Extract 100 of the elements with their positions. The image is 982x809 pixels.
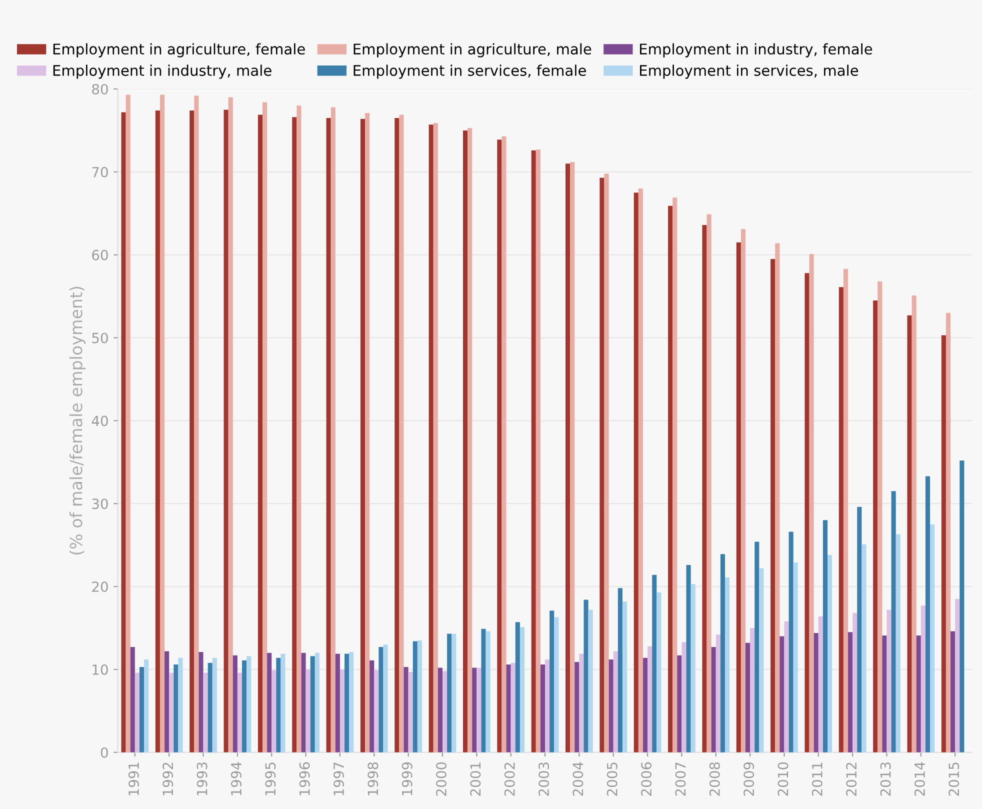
bar bbox=[404, 666, 408, 752]
bar bbox=[960, 460, 964, 752]
bar bbox=[711, 647, 716, 752]
bar bbox=[242, 660, 247, 752]
bar bbox=[554, 617, 559, 752]
bar bbox=[618, 588, 622, 752]
y-tick-label: 40 bbox=[92, 416, 108, 426]
bar bbox=[702, 224, 707, 752]
y-tick-label: 70 bbox=[92, 166, 108, 178]
bar bbox=[344, 654, 350, 752]
bar bbox=[258, 114, 263, 752]
x-tick-label: 1998 bbox=[368, 762, 378, 796]
bar bbox=[155, 110, 160, 752]
bar bbox=[412, 641, 418, 752]
x-tick-label: 1999 bbox=[402, 762, 412, 796]
bar bbox=[314, 652, 320, 752]
x-tick-label: 2003 bbox=[538, 762, 550, 796]
bar bbox=[536, 150, 540, 752]
bar bbox=[955, 598, 960, 752]
bar bbox=[784, 621, 789, 752]
bar bbox=[793, 562, 798, 752]
bar bbox=[608, 659, 614, 752]
bar bbox=[579, 654, 584, 752]
bar bbox=[672, 198, 678, 752]
x-tick-label: 2008 bbox=[709, 762, 720, 796]
bar bbox=[804, 273, 810, 752]
bar bbox=[292, 117, 297, 752]
x-tick-label: 2015 bbox=[948, 762, 960, 796]
bar bbox=[442, 671, 448, 752]
bar bbox=[570, 162, 575, 752]
bar bbox=[476, 668, 482, 752]
bar bbox=[506, 664, 511, 752]
bar bbox=[584, 600, 588, 752]
bar bbox=[920, 606, 926, 752]
bar bbox=[950, 631, 956, 752]
bar bbox=[428, 124, 434, 752]
bar bbox=[198, 652, 204, 752]
bar bbox=[531, 150, 536, 752]
bar bbox=[462, 130, 468, 752]
bar bbox=[417, 640, 422, 752]
bar bbox=[809, 254, 814, 752]
bar bbox=[745, 642, 750, 752]
bar bbox=[502, 136, 506, 752]
bar bbox=[126, 94, 130, 752]
bar bbox=[690, 584, 696, 752]
bar bbox=[716, 634, 720, 752]
bar bbox=[121, 112, 126, 752]
bar bbox=[930, 524, 935, 752]
x-tick-label: 2010 bbox=[778, 762, 788, 796]
bar bbox=[472, 668, 477, 752]
bar bbox=[912, 295, 916, 752]
x-tick-label: 2014 bbox=[914, 762, 925, 796]
bar bbox=[365, 113, 370, 752]
bar bbox=[946, 312, 951, 752]
bar bbox=[652, 574, 657, 752]
bar bbox=[706, 214, 712, 752]
y-tick-label: 80 bbox=[92, 84, 108, 94]
bar bbox=[267, 652, 272, 752]
bar bbox=[622, 601, 628, 752]
bar bbox=[686, 564, 691, 752]
bar bbox=[237, 672, 242, 752]
bar bbox=[399, 114, 404, 752]
y-tick-label: 0 bbox=[100, 747, 108, 758]
bar bbox=[310, 656, 315, 752]
bar bbox=[736, 242, 741, 752]
bar bbox=[770, 258, 776, 752]
bar bbox=[873, 300, 878, 752]
bar bbox=[822, 520, 828, 752]
bar bbox=[228, 97, 233, 752]
bar bbox=[677, 655, 682, 752]
bar bbox=[246, 656, 252, 752]
bar bbox=[566, 164, 570, 752]
x-tick-label: 2005 bbox=[606, 762, 618, 796]
bar bbox=[750, 628, 755, 752]
bar bbox=[194, 96, 199, 752]
bar bbox=[843, 268, 848, 752]
bar bbox=[814, 632, 818, 752]
x-tick-label: 1991 bbox=[128, 762, 139, 796]
y-tick-label: 10 bbox=[92, 664, 108, 675]
bar bbox=[169, 672, 174, 752]
bar bbox=[638, 188, 643, 752]
x-tick-label: 2004 bbox=[572, 762, 584, 796]
bar bbox=[550, 610, 554, 752]
bar bbox=[144, 659, 149, 752]
bar bbox=[648, 646, 652, 752]
bar bbox=[759, 568, 764, 752]
bar bbox=[882, 635, 887, 752]
bar bbox=[878, 281, 882, 752]
bar bbox=[178, 658, 183, 752]
bar bbox=[838, 287, 844, 752]
bar bbox=[896, 534, 900, 752]
bar bbox=[301, 652, 306, 752]
x-tick-label: 2000 bbox=[436, 762, 447, 796]
bar bbox=[588, 610, 593, 752]
bar bbox=[349, 652, 354, 752]
legend-label: Employment in industry, female bbox=[640, 43, 872, 58]
x-tick-label: 2002 bbox=[504, 762, 515, 796]
bar bbox=[520, 627, 525, 752]
x-tick-label: 2011 bbox=[812, 762, 822, 796]
bar bbox=[280, 654, 286, 752]
